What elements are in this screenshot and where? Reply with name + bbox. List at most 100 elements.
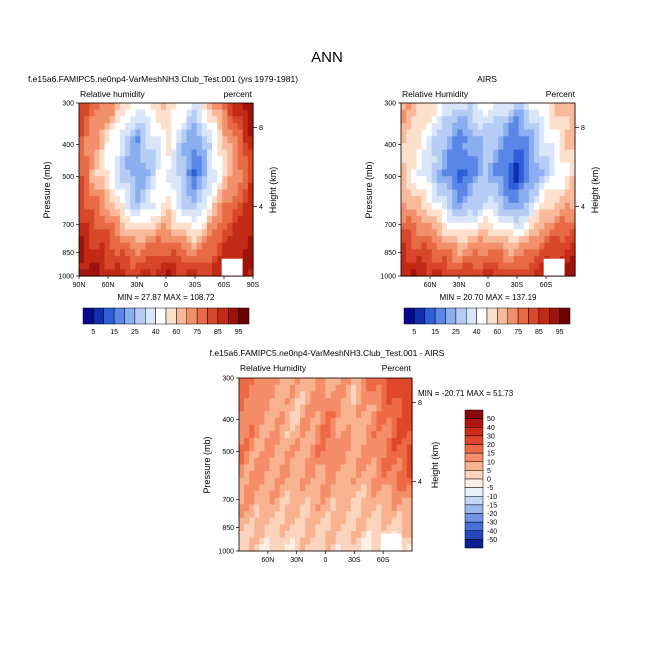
heatmap-cell [386, 384, 393, 392]
y-tick-label: 400 [62, 142, 74, 149]
panel-stats: MIN = -20.71 MAX = 51.73 [418, 389, 514, 398]
heatmap-cell [305, 431, 311, 439]
heatmap-cell [145, 103, 152, 111]
heatmap-cell [320, 477, 327, 486]
heatmap-cell [284, 504, 291, 512]
heatmap-cell [366, 397, 372, 406]
heatmap-cell [239, 411, 245, 419]
heatmap-cell [549, 209, 556, 217]
heatmap-cell [559, 182, 566, 191]
heatmap-cell [289, 444, 296, 452]
heatmap-cell [130, 169, 136, 177]
heatmap-cell [508, 229, 515, 237]
heatmap-cell [416, 189, 423, 197]
colorbar-swatch [145, 307, 156, 325]
heatmap-cell [217, 149, 223, 157]
heatmap-cell [300, 391, 306, 399]
heatmap-cell [94, 216, 101, 224]
heatmap-cell [237, 196, 244, 204]
colorbar-swatch [155, 307, 167, 325]
heatmap-cell [119, 256, 126, 264]
heatmap-cell [150, 189, 157, 197]
heatmap-cell [171, 189, 177, 197]
heatmap-cell [356, 417, 362, 426]
colorbar-swatch [207, 307, 219, 325]
panel-left-label: Relative Humidity [402, 89, 469, 99]
heatmap-cell [493, 162, 499, 171]
heatmap-cell [426, 269, 433, 277]
heatmap-cell [160, 269, 167, 277]
heatmap-cell [503, 169, 510, 177]
heatmap-cell [186, 222, 193, 231]
heatmap-cell [140, 256, 147, 264]
heatmap-cell [488, 182, 494, 191]
heatmap-cell [84, 169, 90, 177]
heatmap-cell [114, 216, 121, 224]
heatmap-cell [217, 189, 223, 197]
heatmap-cell [498, 162, 504, 171]
heatmap-cell [554, 189, 561, 197]
heatmap-cell [320, 411, 327, 419]
heatmap-cell [488, 109, 494, 117]
heatmap-cell [482, 209, 489, 217]
heatmap-cell [493, 142, 499, 151]
heatmap-cell [406, 196, 412, 204]
heatmap-cell [325, 384, 332, 392]
heatmap-cell [99, 262, 106, 270]
heatmap-cell [212, 242, 218, 250]
heatmap-cell [264, 464, 271, 472]
heatmap-cell [109, 129, 116, 137]
heatmap-cell [125, 122, 131, 131]
heatmap-cell [259, 537, 266, 545]
heatmap-cell [381, 484, 388, 492]
heatmap-cell [79, 176, 85, 184]
heatmap-cell [345, 391, 352, 399]
heatmap-cell [305, 471, 311, 479]
heatmap-cell [89, 256, 95, 264]
heatmap-cell [401, 384, 408, 392]
heatmap-cell [300, 517, 306, 525]
heatmap-cell [457, 122, 464, 131]
heatmap-cell [493, 209, 499, 217]
heatmap-cell [544, 136, 551, 144]
heatmap-cell [145, 136, 152, 144]
heatmap-cell [421, 122, 428, 131]
heatmap-cell [371, 517, 377, 525]
heatmap-cell [503, 269, 510, 277]
heatmap-cell [330, 491, 337, 499]
heatmap-cell [391, 517, 398, 525]
heatmap-cell [441, 122, 448, 131]
heatmap-cell [559, 176, 566, 184]
heatmap-cell [549, 182, 556, 191]
heatmap-cell [406, 391, 413, 399]
heatmap-cell [315, 517, 322, 525]
heatmap-cell [99, 216, 106, 224]
heatmap-cell [325, 417, 332, 426]
x-tick-label: 60N [424, 282, 437, 289]
heatmap-cell [237, 162, 244, 171]
heatmap-cell [564, 116, 571, 124]
heatmap-cell [376, 437, 383, 446]
heatmap-cell [212, 189, 218, 197]
heatmap-cell [294, 417, 301, 426]
heatmap-cell [472, 176, 479, 184]
heatmap-cell [441, 269, 448, 277]
heatmap-cell [300, 404, 306, 412]
heatmap-cell [518, 249, 525, 257]
heatmap-cell [356, 457, 362, 466]
heatmap-cell [237, 242, 244, 250]
heatmap-cell [508, 182, 515, 191]
heatmap-cell [345, 544, 352, 552]
heatmap-cell [305, 397, 311, 406]
heatmap-cell [99, 229, 106, 237]
heatmap-cell [477, 196, 484, 204]
heatmap-cell [386, 451, 393, 459]
heatmap-cell [401, 411, 408, 419]
heatmap-cell [201, 156, 208, 164]
heatmap-cell [315, 378, 322, 386]
colorbar-absolute-model: 5 15 25 40 60 75 85 95 [82, 307, 250, 336]
heatmap-cell [191, 256, 198, 264]
heatmap-cell [350, 384, 357, 392]
heatmap-cell [534, 242, 540, 250]
